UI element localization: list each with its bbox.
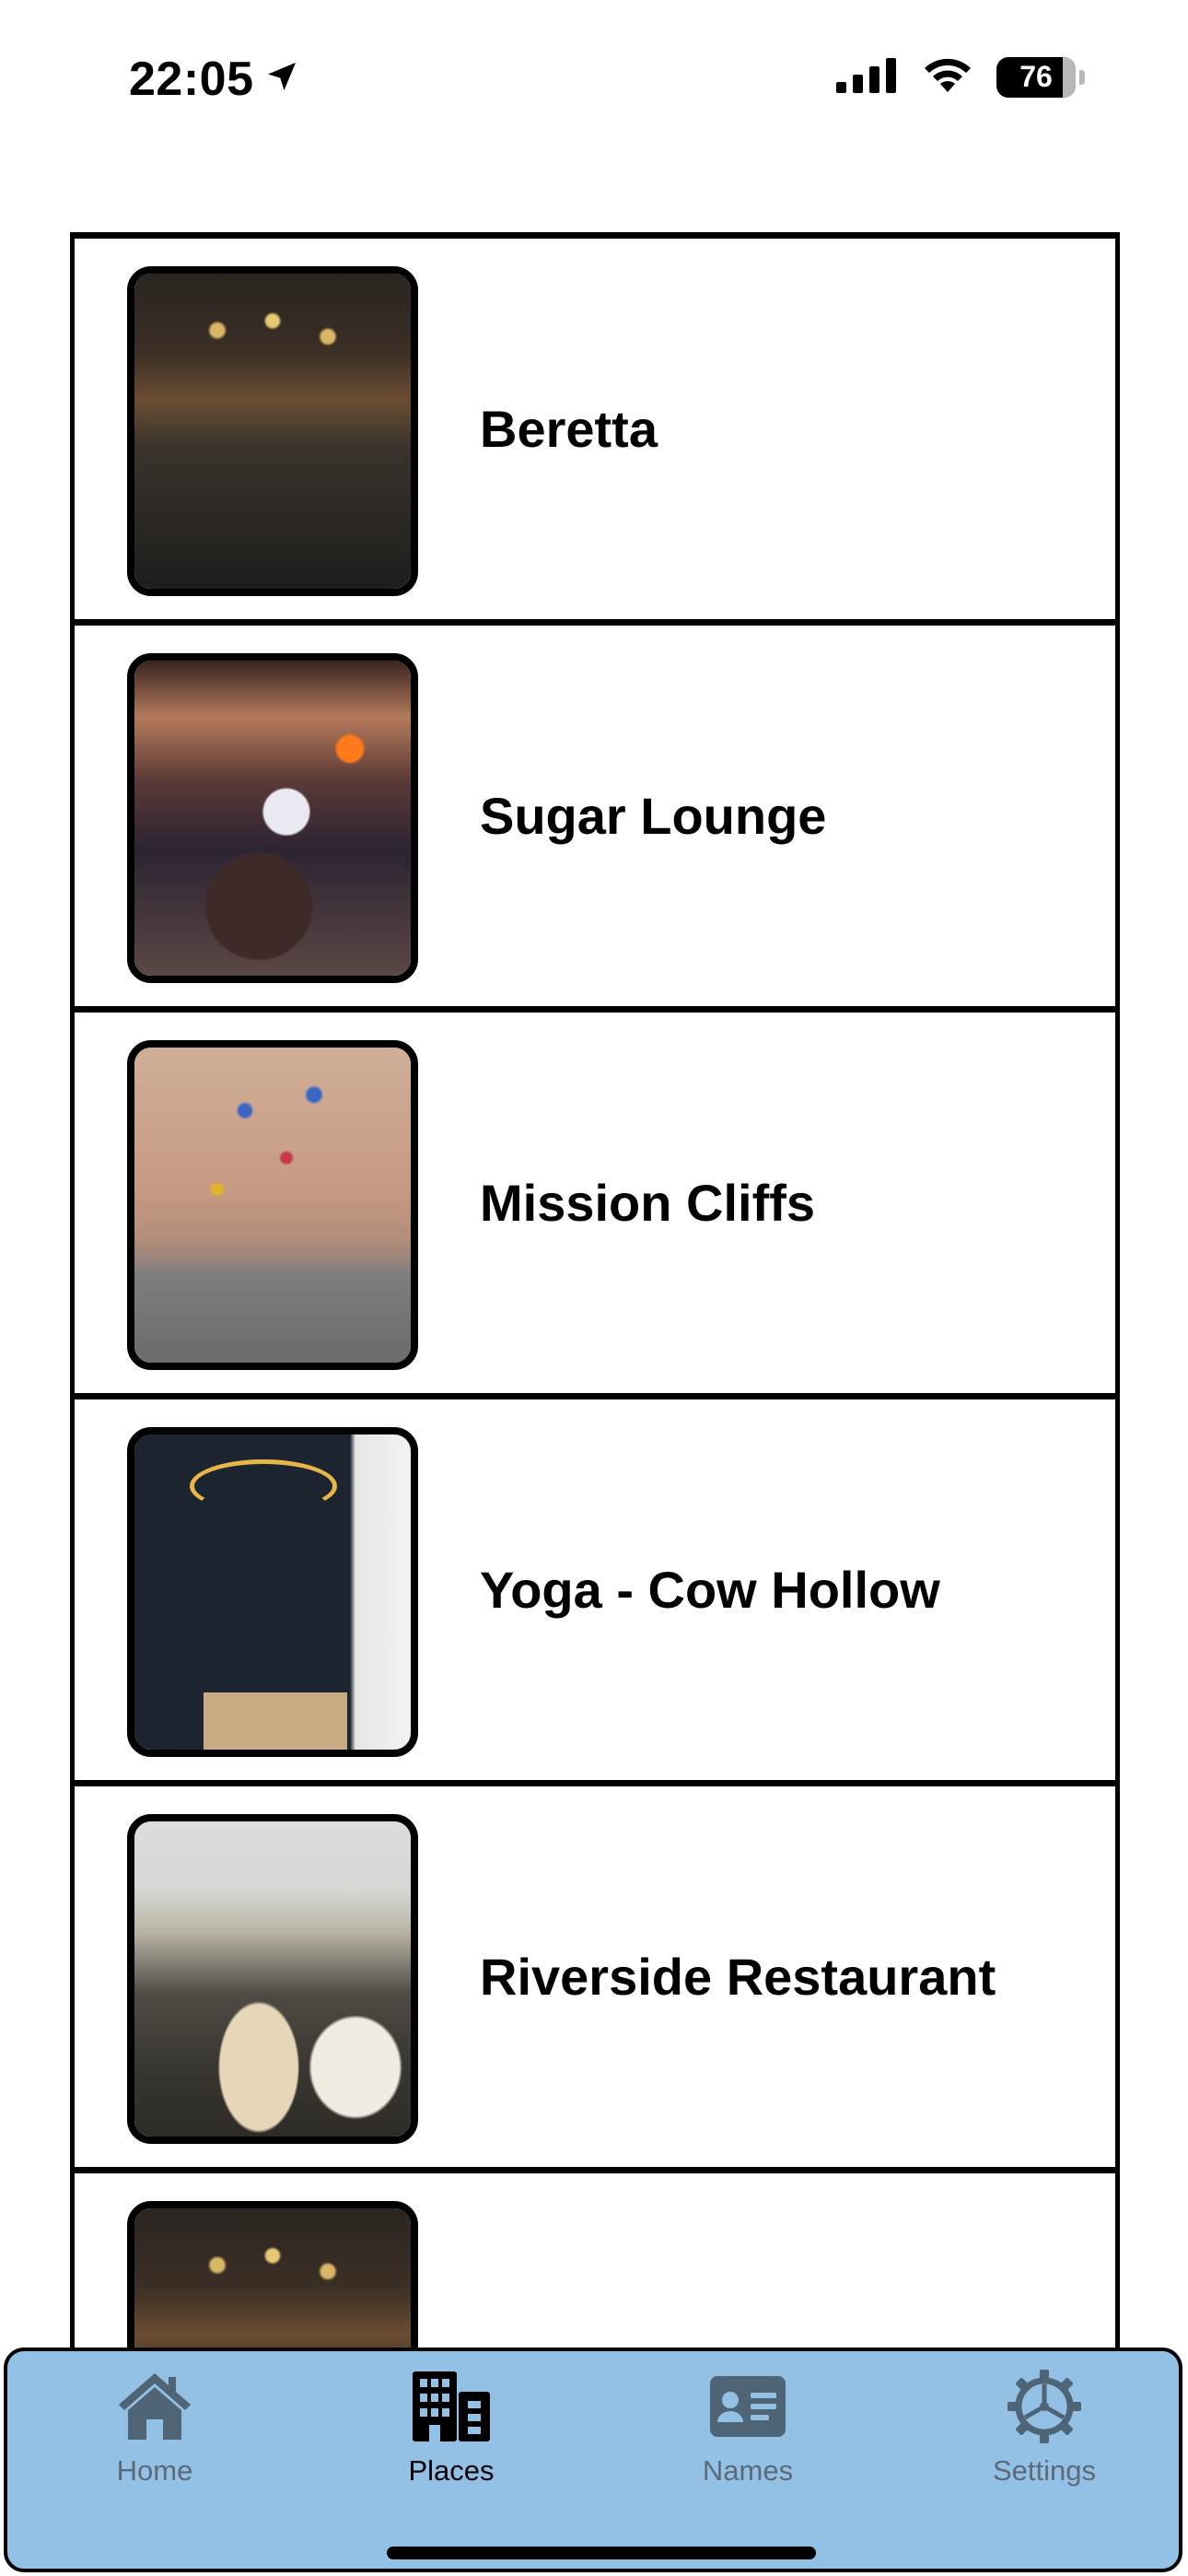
tab-label: Home xyxy=(116,2454,193,2487)
place-photo xyxy=(127,266,418,596)
place-name: Riverside Restaurant xyxy=(480,1948,996,2006)
tab-names[interactable]: Names xyxy=(646,2370,849,2508)
status-time-group: 22:05 xyxy=(129,52,300,107)
place-name: Mission Cliffs xyxy=(480,1174,816,1232)
contact-card-icon xyxy=(706,2370,789,2443)
tab-home[interactable]: Home xyxy=(53,2370,256,2508)
tab-label: Places xyxy=(408,2454,495,2487)
place-photo xyxy=(127,653,418,983)
gear-icon xyxy=(1003,2370,1086,2443)
status-time: 22:05 xyxy=(129,53,254,106)
place-row[interactable]: Yoga - Cow Hollow xyxy=(75,1393,1115,1780)
tab-settings[interactable]: Settings xyxy=(943,2370,1146,2508)
places-list[interactable]: Beretta Sugar Lounge Mission Cliffs Yoga… xyxy=(70,232,1120,2531)
place-photo xyxy=(127,1814,418,2144)
place-row[interactable]: Beretta xyxy=(75,232,1115,619)
tab-label: Names xyxy=(702,2454,794,2487)
battery-icon: 76 xyxy=(996,56,1076,98)
place-row[interactable]: Mission Cliffs xyxy=(75,1006,1115,1393)
place-photo xyxy=(127,1427,418,1757)
cellular-signal-icon xyxy=(836,56,899,98)
tab-places[interactable]: Places xyxy=(350,2370,553,2508)
status-bar: 22:05 xyxy=(0,0,1188,166)
place-name: Yoga - Cow Hollow xyxy=(480,1561,940,1619)
buildings-icon xyxy=(410,2370,493,2443)
location-arrow-icon xyxy=(263,52,300,107)
wifi-icon xyxy=(921,55,974,99)
place-row[interactable]: Sugar Lounge xyxy=(75,619,1115,1006)
place-row[interactable]: Riverside Restaurant xyxy=(75,1780,1115,2167)
place-name: Beretta xyxy=(480,400,658,458)
battery-level: 76 xyxy=(1019,60,1053,93)
place-name: Sugar Lounge xyxy=(480,787,827,845)
tab-label: Settings xyxy=(992,2454,1096,2487)
house-icon xyxy=(113,2370,196,2443)
place-photo xyxy=(127,1040,418,1370)
battery-nub xyxy=(1079,69,1085,85)
tab-bar: Home Places xyxy=(4,2348,1182,2572)
status-indicators: 76 xyxy=(836,55,1085,99)
home-indicator xyxy=(387,2547,816,2559)
